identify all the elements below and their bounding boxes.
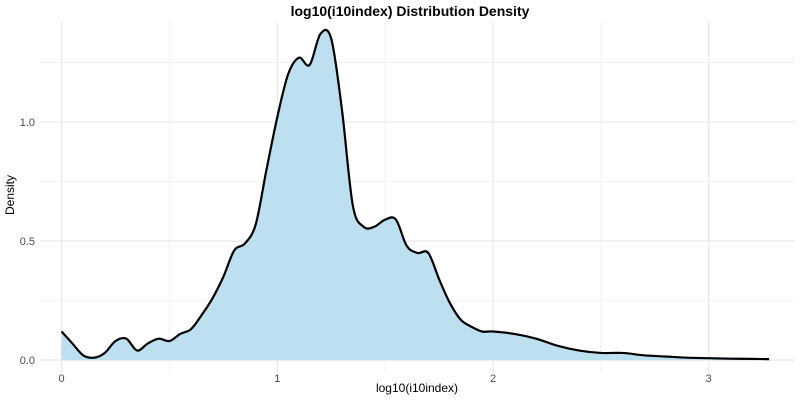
density-area-fill [61,29,770,361]
x-tick-label: 0 [59,373,65,385]
y-axis-title: Density [3,175,17,215]
density-plot-layer [60,28,770,361]
x-tick-label: 1 [274,373,280,385]
x-tick-label: 2 [490,373,496,385]
y-tick-label: 1.0 [20,117,35,129]
y-tick-label: 0.5 [20,236,35,248]
x-axis-title: log10(i10index) [376,381,458,395]
x-tick-labels: 0 1 2 3 [59,373,712,385]
density-curve-line [60,28,770,361]
y-tick-label: 0.0 [20,355,35,367]
y-tick-labels: 0.0 0.5 1.0 [20,117,35,367]
x-tick-label: 3 [706,373,712,385]
minor-gridlines [40,22,795,372]
chart-title: log10(i10index) Distribution Density [291,3,530,19]
